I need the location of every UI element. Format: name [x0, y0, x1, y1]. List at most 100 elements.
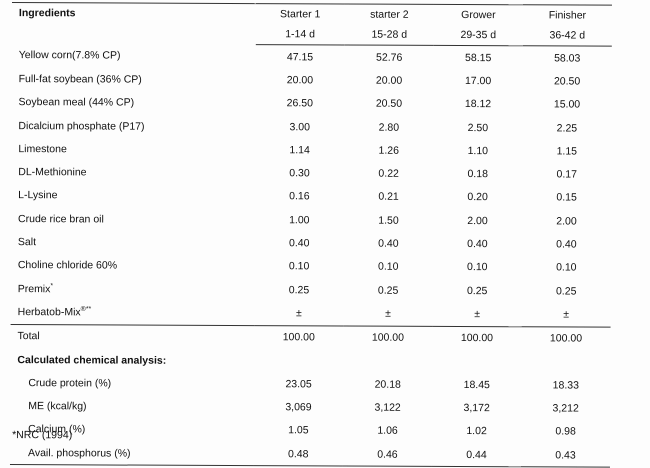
ingredient-name: Full-fat soybean (36% CP): [12, 67, 256, 91]
ingredient-value: 0.25: [555, 285, 577, 298]
analysis-value: 1.05: [288, 424, 309, 437]
ingredient-name-text: Salt: [17, 236, 37, 249]
ingredient-value: 0.25: [288, 283, 310, 296]
ingredient-value: 17.00: [464, 74, 492, 88]
total-row: Total 100.00 100.00 100.00 100.00: [10, 324, 611, 351]
ingredient-value: ±: [254, 301, 344, 326]
ingredient-value: 0.40: [556, 238, 577, 251]
ingredient-value: ±: [432, 302, 522, 327]
analysis-rows: Crude protein (%) 23.05 20.18 18.45 18.33 ME …: [9, 371, 611, 468]
ingredient-value: 0.10: [378, 260, 399, 274]
ingredient-row: Soybean meal (44% CP) 26.50 20.50 18.12 15.0…: [12, 91, 612, 117]
ingredient-value: 1.15: [556, 145, 578, 158]
ingredient-value: ±: [343, 301, 433, 326]
ingredient-value: 0.10: [288, 260, 310, 273]
phase-header-days: 15-28 d: [344, 24, 434, 46]
analysis-row: Crude protein (%) 23.05 20.18 18.45 18.33: [10, 371, 610, 397]
ingredient-value: 26.50: [286, 97, 313, 110]
ingredient-value: 2.50: [467, 121, 489, 134]
analysis-value: 3,069: [285, 401, 312, 414]
ingredient-value: 20.50: [375, 97, 403, 110]
analysis-name-text: Crude protein (%): [28, 376, 112, 390]
ingredient-value: 0.25: [466, 284, 488, 297]
analysis-value: 3,122: [374, 401, 401, 414]
ingredient-name: Soybean meal (44% CP): [12, 91, 256, 115]
ingredient-row: Limestone 1.14 1.26 1.10 1.15: [11, 137, 611, 163]
ingredient-name-text: Yellow corn(7.8% CP): [18, 49, 121, 62]
analysis-row: Calcium (%) 1.05 1.06 1.02 0.98: [10, 418, 610, 444]
total-value: 100.00: [521, 326, 611, 351]
analysis-value: 0.44: [431, 442, 522, 468]
table-subheader-row: 1-14 d 15-28 d 29-35 d 36-42 d: [12, 23, 612, 47]
ingredient-name: Choline chloride 60%: [11, 254, 255, 278]
analysis-value: 1.06: [377, 425, 398, 438]
ingredient-row: DL-Methionine 0.30 0.22 0.18 0.17: [11, 161, 611, 187]
phase-header-name: Finisher: [522, 4, 612, 26]
ingredient-name-text: Herbatob-Mix: [17, 305, 81, 319]
ingredient-name: Crude rice bran oil: [11, 207, 255, 231]
phase-header-name: starter 2: [344, 4, 434, 25]
ingredient-rows: Yellow corn(7.8% CP) 47.15 52.76 58.15 58.03…: [10, 44, 612, 327]
ingredient-value: ±: [521, 302, 611, 327]
ingredient-name-text: Choline chloride 60%: [17, 259, 118, 272]
phase-header-days: 29-35 d: [433, 24, 523, 46]
ingredient-value: 1.10: [467, 144, 489, 157]
ingredient-value: 18.12: [464, 98, 492, 111]
ingredient-name-text: Dicalcium phosphate (P17): [18, 119, 145, 133]
total-section: Total 100.00 100.00 100.00 100.00 Calcul…: [10, 324, 611, 374]
ingredient-value: 0.22: [378, 167, 399, 180]
ingredient-row: Herbatob-Mix®** ± ± ± ±: [10, 300, 611, 327]
phase-header-days: 1-14 d: [255, 24, 345, 46]
ingredient-value: 0.10: [556, 261, 577, 274]
ingredient-value: 1.00: [289, 213, 310, 227]
ingredient-name: Dicalcium phosphate (P17): [11, 114, 255, 138]
ingredient-value: 0.40: [288, 237, 310, 250]
total-label: Total: [10, 324, 255, 349]
ingredient-name: L-Lysine: [11, 184, 255, 208]
ingredient-value: 15.00: [553, 98, 581, 111]
footnote: *NRC (1994): [12, 429, 73, 442]
analysis-value: 18.33: [552, 379, 579, 392]
ingredient-value: 0.16: [289, 190, 310, 203]
ingredient-value: 0.30: [289, 167, 310, 180]
ingredient-name: Limestone: [11, 137, 255, 161]
analysis-value: 23.05: [285, 378, 312, 391]
phase-header-name: Grower: [433, 4, 523, 26]
ingredient-name-text: Full-fat soybean (36% CP): [18, 73, 142, 86]
analysis-name: ME (kcal/kg): [10, 395, 254, 419]
analysis-name: Avail. phosphorus (%): [9, 441, 254, 466]
ingredient-value: 0.21: [378, 191, 399, 204]
ingredient-row: Choline chloride 60% 0.10 0.10 0.10 0.10: [11, 254, 611, 280]
ingredient-row: Crude rice bran oil 1.00 1.50 2.00 2.00: [11, 207, 611, 233]
ingredient-value: 20.00: [375, 74, 403, 87]
ingredient-value: 58.03: [554, 52, 581, 65]
ingredient-value: 0.17: [556, 168, 577, 181]
total-value: 100.00: [343, 325, 433, 350]
ingredient-value: 2.00: [556, 215, 577, 228]
ingredient-name-text: Crude rice bran oil: [18, 212, 104, 226]
ingredient-value: 20.00: [286, 74, 314, 87]
ingredient-value: 0.10: [467, 261, 488, 274]
analysis-heading: Calculated chemical analysis:: [17, 353, 167, 367]
ingredient-name-text: DL-Methionine: [18, 166, 87, 179]
ingredient-value: 0.15: [556, 191, 577, 204]
ingredient-name: DL-Methionine: [11, 161, 255, 185]
header-spacer: [12, 23, 256, 45]
analysis-value: 0.43: [520, 443, 611, 468]
ingredient-name-text: L-Lysine: [18, 189, 58, 202]
diet-composition-table: Ingredients Starter 1 starter 2 Grower F…: [9, 2, 612, 468]
analysis-row: Avail. phosphorus (%) 0.48 0.46 0.44 0.43: [9, 441, 611, 468]
analysis-value: 1.02: [466, 425, 487, 438]
ingredient-value: 52.76: [376, 51, 403, 64]
total-value: 100.00: [432, 325, 522, 351]
footnote-marker: ®**: [80, 305, 92, 313]
ingredient-value: 2.80: [378, 121, 400, 134]
analysis-row: ME (kcal/kg) 3,069 3,122 3,172 3,212: [10, 395, 610, 421]
analysis-value: 20.18: [374, 378, 401, 391]
analysis-name-text: Avail. phosphorus (%): [27, 446, 131, 460]
phase-header-name: Starter 1: [255, 3, 345, 25]
analysis-name: Crude protein (%): [10, 371, 254, 395]
analysis-value: 3,212: [552, 402, 579, 415]
ingredient-value: 2.00: [467, 214, 488, 227]
ingredient-name: Salt: [11, 230, 255, 254]
